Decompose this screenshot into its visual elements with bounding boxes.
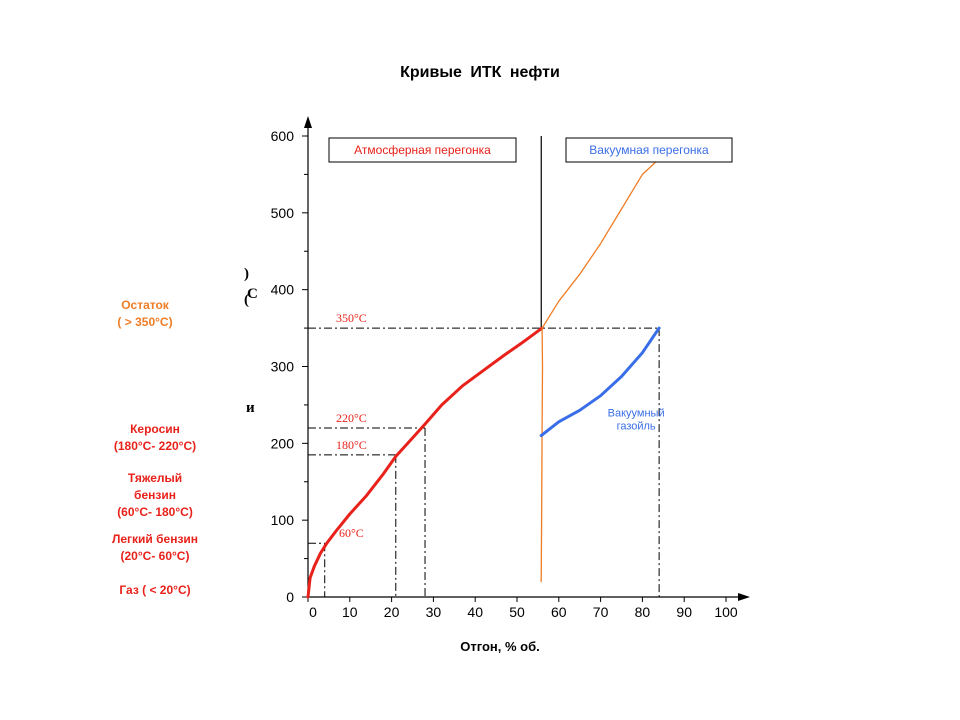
reference-lines: 60°C 180°C 220°C 350°C [308, 311, 660, 597]
x-axis-label: Отгон, % об. [460, 639, 540, 654]
x-tick-label: 30 [426, 604, 442, 620]
y-axis-arrow [304, 116, 312, 128]
y-tick-label: 100 [271, 512, 295, 528]
y-tick-label: 500 [271, 205, 295, 221]
y-label-fragment: ( [244, 292, 249, 308]
reference-line-label: 60°C [339, 526, 364, 540]
x-tick-label: 80 [635, 604, 651, 620]
y-tick-label: 0 [286, 589, 294, 605]
x-tick-label: 100 [714, 604, 738, 620]
y-tick-label: 300 [271, 359, 295, 375]
series-line [540, 327, 544, 583]
fraction-light-gasoline: Легкий бензин (20°C- 60°C) [111, 532, 199, 563]
fraction-gas: Газ ( < 20°C) [119, 583, 191, 597]
region-box [328, 137, 517, 163]
reference-line-label: 180°C [336, 438, 367, 452]
series-line [539, 326, 661, 438]
x-tick-label: 40 [467, 604, 483, 620]
x-axis-arrow [738, 593, 750, 601]
chart-title: Кривые ИТК нефти [400, 64, 560, 81]
axes: 0 100 200 300 400 500 600 0 10 20 30 40 50 60 70 80 90 10… [271, 116, 750, 620]
y-tick-label: 200 [271, 435, 295, 451]
series-label: Вакуумный [608, 407, 665, 419]
region-box-label: Вакуумная перегонка [589, 143, 709, 157]
region-box [565, 137, 733, 163]
series-label: газойль [617, 420, 656, 432]
fraction-kerosene: Керосин (180°C- 220°C) [113, 422, 197, 453]
reference-line-label: 220°C [336, 411, 367, 425]
y-label-fragment: ) [244, 266, 249, 282]
x-tick-label: 70 [593, 604, 609, 620]
x-tick-label: 20 [384, 604, 400, 620]
y-label-fragment: С [247, 286, 258, 302]
y-tick-label: 600 [271, 128, 295, 144]
region-boxes: Атмосферная перегонка Вакуумная перегонка [328, 137, 733, 163]
fraction-residue: Остаток ( > 350°C) [117, 298, 173, 329]
y-tick-label: 400 [271, 282, 295, 298]
x-tick-label: 50 [509, 604, 525, 620]
region-box-label: Атмосферная перегонка [354, 143, 491, 157]
x-tick-label: 90 [676, 604, 692, 620]
reference-line-label: 350°C [336, 311, 367, 325]
fraction-heavy-gasoline: Тяжелый бензин (60°C- 180°C) [117, 471, 193, 519]
y-label-fragment: и [246, 400, 255, 416]
x-tick-label: 60 [551, 604, 567, 620]
series-line [306, 326, 544, 599]
series-line [541, 162, 656, 329]
x-tick-label: 10 [342, 604, 358, 620]
x-tick-label: 0 [309, 604, 317, 620]
